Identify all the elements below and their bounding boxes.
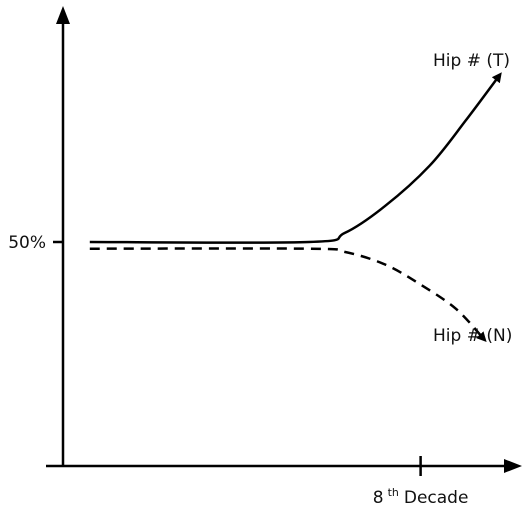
series-line-solid bbox=[89, 72, 502, 244]
series-label: Hip # (T) bbox=[433, 51, 510, 71]
x-tick-label-rest: Decade bbox=[404, 488, 469, 508]
x-tick-label: 8 th Decade bbox=[373, 486, 469, 508]
y-axis-arrow-icon bbox=[56, 6, 70, 24]
x-tick-label-base: 8 bbox=[373, 488, 384, 508]
x-ticks: 8 th Decade bbox=[373, 456, 469, 508]
series-label: Hip # (N) bbox=[433, 326, 512, 346]
x-tick-label-sup: th bbox=[388, 486, 399, 499]
series-labels: Hip # (T) Hip # (N) bbox=[433, 51, 512, 346]
y-ticks: 50% bbox=[8, 233, 63, 253]
y-tick-label: 50% bbox=[8, 233, 46, 253]
series-line-dashed bbox=[89, 247, 487, 342]
series-layer bbox=[89, 72, 502, 342]
x-axis-arrow-icon bbox=[504, 459, 522, 473]
